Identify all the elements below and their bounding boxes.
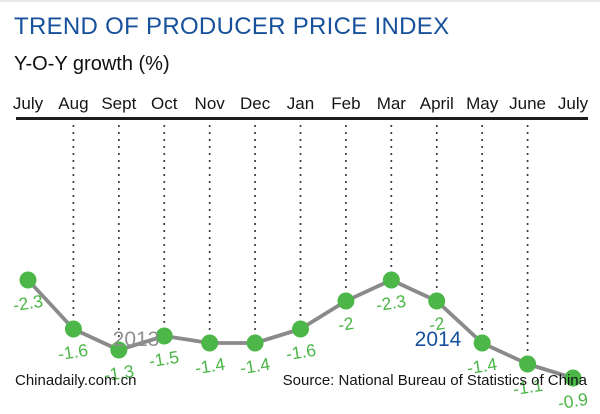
month-label: Mar	[376, 94, 406, 113]
month-label: Sept	[101, 94, 137, 113]
month-label: Nov	[194, 94, 225, 113]
month-label: July	[557, 94, 589, 113]
x-axis-line	[16, 117, 588, 120]
month-label: Dec	[239, 94, 271, 113]
month-label: April	[419, 94, 454, 113]
data-point	[473, 334, 491, 352]
month-label: May	[466, 94, 499, 113]
data-point-value: -2.3	[11, 290, 45, 316]
data-point	[19, 271, 37, 289]
data-point-value: -2.3	[374, 290, 408, 316]
year-label-2014: 2014	[414, 328, 462, 351]
month-label: Oct	[151, 94, 178, 113]
data-point	[519, 355, 537, 373]
data-point	[292, 320, 309, 338]
page-title: TREND OF PRODUCER PRICE INDEX	[14, 13, 450, 40]
month-label: June	[509, 94, 547, 113]
data-point-value: -1.4	[238, 353, 272, 379]
data-point	[110, 341, 128, 359]
brand-credit: Chinadaily.com.cn	[15, 372, 137, 389]
ppi-line-chart	[19, 125, 582, 387]
month-label: Aug	[58, 94, 89, 113]
month-label: July	[12, 94, 44, 113]
data-point	[337, 292, 355, 310]
data-point-value: -1.4	[193, 353, 227, 379]
value-labels: -2.3 -1.6 -1.3 -1.5 -1.4 -1.4 -1.6 -2 -2.3 -2 -1.4…	[11, 290, 589, 413]
data-point	[564, 369, 582, 387]
data-point-value: -0.9	[556, 388, 590, 414]
data-point	[64, 320, 82, 338]
data-point	[246, 334, 264, 352]
data-point	[155, 327, 173, 345]
data-point	[201, 334, 219, 352]
data-point	[428, 292, 446, 310]
source-credit: Source: National Bureau of Statistics of…	[282, 372, 587, 389]
data-point-value: -2	[336, 312, 356, 336]
month-label: Feb	[331, 94, 361, 113]
year-label-2013: 2013	[112, 328, 160, 351]
top-border	[0, 0, 600, 2]
data-point	[382, 271, 400, 289]
month-axis-labels: July Aug Sept Oct Nov Dec Jan Feb Mar April May Jun…	[12, 94, 589, 113]
month-label: Jan	[286, 94, 315, 113]
chart-subtitle: Y-O-Y growth (%)	[14, 53, 170, 75]
data-point-value: -1.6	[56, 339, 90, 365]
data-point-value: -1.6	[283, 339, 317, 365]
